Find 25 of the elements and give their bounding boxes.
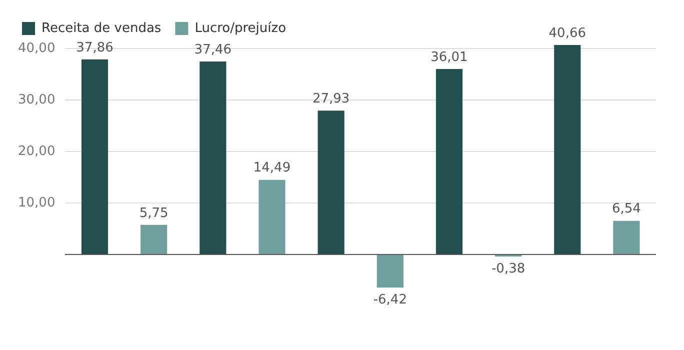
data-label: 14,49 <box>253 160 291 176</box>
legend-label: Lucro/prejuízo <box>194 20 286 36</box>
data-label: 40,66 <box>548 26 586 41</box>
data-label: -6,42 <box>373 292 407 308</box>
bar <box>376 255 404 288</box>
data-label: 37,46 <box>194 42 232 58</box>
bar <box>318 110 344 254</box>
legend-label: Receita de vendas <box>42 20 162 36</box>
data-label: 6,54 <box>612 202 641 217</box>
bar <box>140 224 168 254</box>
bar <box>613 220 640 254</box>
y-tick-label: 30,00 <box>18 92 56 108</box>
y-tick-label: 40,00 <box>18 40 56 56</box>
y-tick-label: 10,00 <box>18 195 56 210</box>
data-label: -0,38 <box>491 261 526 276</box>
data-label: 36,01 <box>430 50 468 65</box>
bar <box>554 45 581 254</box>
data-label: 27,93 <box>312 91 350 106</box>
bar <box>81 59 108 254</box>
data-label: 37,86 <box>76 40 114 56</box>
y-tick-label: 20,00 <box>18 144 56 159</box>
data-label: 5,75 <box>139 206 168 221</box>
bar <box>200 61 226 254</box>
bar <box>258 180 286 254</box>
bar <box>436 68 463 254</box>
